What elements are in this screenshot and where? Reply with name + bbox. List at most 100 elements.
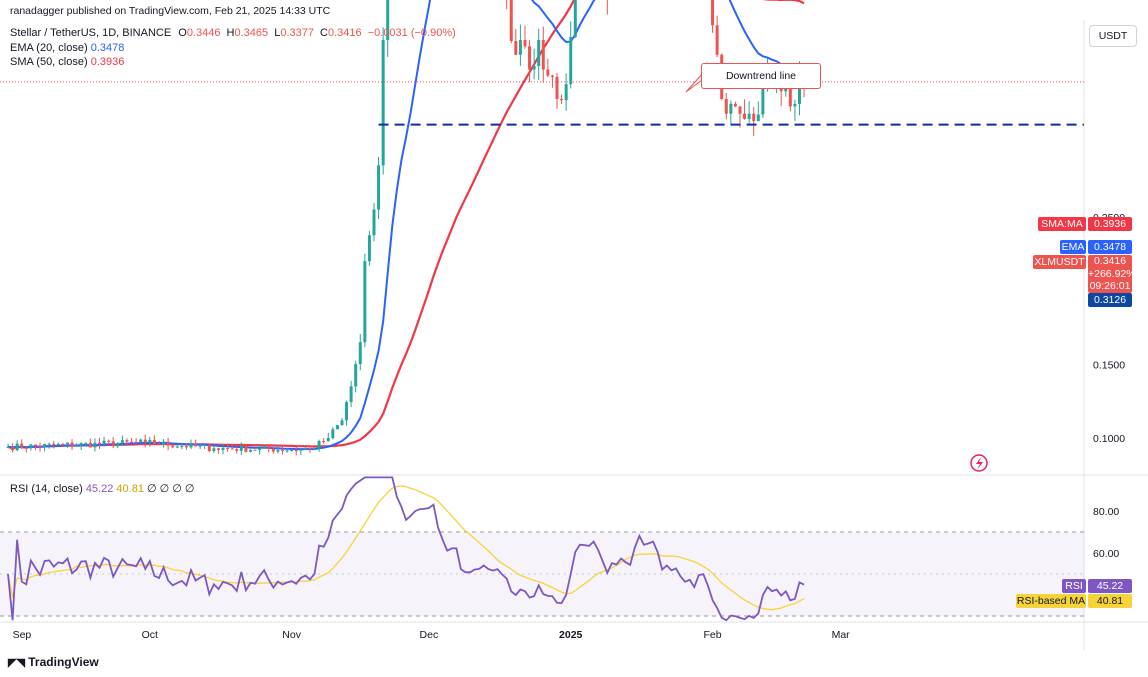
candle-body [313,448,317,450]
candle-body [65,442,69,445]
candle-body [550,75,554,77]
candle-body [79,443,83,446]
time-tick-label: Dec [420,629,439,641]
candle-body [56,443,60,446]
candle-body [299,449,303,451]
alert-bolt-icon [970,454,988,472]
candle-body [134,441,138,443]
candle-body [267,446,271,450]
candle-body [38,445,42,448]
sma-tag-value: 0.3936 [1088,217,1132,231]
candle-body [797,76,801,104]
time-tick-label: Sep [13,629,32,641]
candle-body [88,442,92,448]
rsi-tick-label: 80.00 [1093,506,1119,518]
candle-body [221,448,225,450]
candle-body [33,444,37,446]
rsi-legend[interactable]: RSI (14, close) 45.22 40.81 ∅ ∅ ∅ ∅ [10,483,195,495]
ema-legend[interactable]: EMA (20, close) 0.3478 [10,42,125,54]
candle-body [349,386,353,403]
candle-body [43,443,47,448]
candle-body [52,443,56,446]
candle-body [139,439,143,443]
candle-body [532,65,536,70]
candle-body [523,40,527,47]
rsi-tag-value: 45.22 [1088,579,1132,593]
candle-body [102,440,106,445]
candle-body [258,447,262,451]
candle-body [564,84,568,101]
candle-body [518,40,522,55]
candle-body [143,439,147,443]
candle-body [729,103,733,114]
candle-body [317,441,321,449]
support-tag: 0.3126 [1088,293,1132,307]
candle-body [207,444,211,451]
candle-body [733,103,737,107]
candle-body [509,0,513,41]
candle-body [125,440,129,442]
candle-body [152,439,156,445]
overlays [0,71,1084,472]
candle-body [194,443,198,447]
candle-body [793,103,797,107]
candle-body [358,342,362,365]
time-tick-label: Feb [704,629,722,641]
candle-body [335,425,339,430]
candle-body [166,441,170,446]
price-change: −0.0031 (−0.90%) [367,27,456,39]
sma-tag-label: SMA:MA [1038,217,1086,231]
candle-body [262,446,266,448]
candle-body [747,113,751,120]
candle-body [738,106,742,114]
tradingview-logo-icon: ◤◥ [8,657,25,669]
candle-body [70,442,74,447]
candle-body [226,448,230,450]
candle-body [743,113,747,120]
candle-body [171,445,175,448]
candle-body [724,98,728,114]
sma-50-line [7,0,805,450]
candle-body [130,441,134,443]
candle-body [326,438,330,442]
candle-body [290,450,294,452]
candle-body [20,443,24,448]
candle-body [6,446,10,448]
candle-body [546,69,550,76]
candle-body [715,25,719,55]
candle-body [560,98,564,101]
time-tick-label: Mar [832,629,851,641]
candle-body [244,445,248,452]
candle-body [711,0,715,26]
candle-body [184,446,188,448]
alert-bolt-icon-ring [970,454,988,472]
price-tick-label: 0.1500 [1093,359,1125,371]
candle-body [230,448,234,450]
ema-tag-value: 0.3478 [1088,240,1132,254]
symbol-tag: 0.3416 +266.92% 09:26:01 [1088,255,1136,293]
candle-body [239,445,243,451]
candle-body [367,235,371,262]
candle-body [248,449,252,452]
candle-body [555,76,559,99]
candle-body [15,443,19,451]
rsi-ma-line [7,485,805,611]
candle-body [198,445,202,447]
alert-bolt-icon-glyph [976,457,983,470]
candle-body [157,444,161,446]
candle-body [75,445,79,447]
candle-body [162,441,166,445]
candle-body [377,165,381,210]
candle-body [537,40,541,66]
candle-body [189,443,193,448]
candle-body [514,40,518,55]
candle-body [235,449,239,451]
candle-body [294,450,298,452]
candle-body [216,448,220,450]
currency-button[interactable]: USDT [1089,25,1137,47]
candle-body [175,446,179,448]
rsi-tag-label: RSI [1062,579,1086,593]
candle-body [386,0,390,41]
sma-legend[interactable]: SMA (50, close) 0.3936 [10,56,125,68]
